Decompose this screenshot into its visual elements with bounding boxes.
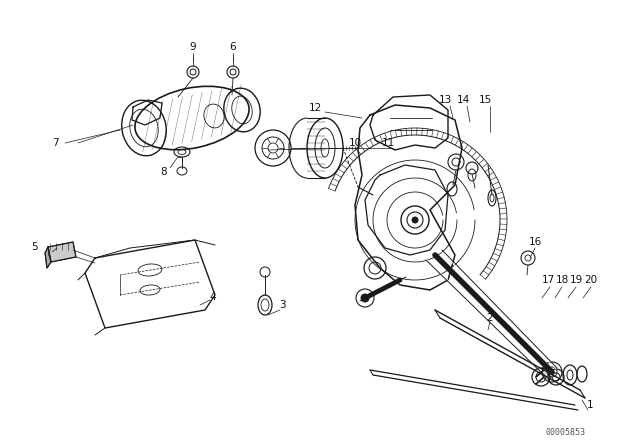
Ellipse shape bbox=[412, 217, 418, 223]
Text: 15: 15 bbox=[478, 95, 492, 105]
Text: 13: 13 bbox=[438, 95, 452, 105]
Text: 12: 12 bbox=[308, 103, 322, 113]
Text: 6: 6 bbox=[230, 42, 236, 52]
Text: 5: 5 bbox=[32, 242, 38, 252]
Text: 10: 10 bbox=[348, 138, 362, 148]
Text: 16: 16 bbox=[529, 237, 541, 247]
Text: 00005853: 00005853 bbox=[545, 427, 585, 436]
Ellipse shape bbox=[361, 294, 369, 302]
Text: 3: 3 bbox=[278, 300, 285, 310]
Text: 14: 14 bbox=[456, 95, 470, 105]
Text: 11: 11 bbox=[381, 138, 395, 148]
Text: 19: 19 bbox=[570, 275, 582, 285]
Text: 4: 4 bbox=[210, 292, 216, 302]
Polygon shape bbox=[48, 242, 76, 262]
Text: 7: 7 bbox=[52, 138, 58, 148]
Text: 9: 9 bbox=[189, 42, 196, 52]
Text: 2: 2 bbox=[486, 313, 493, 323]
Text: 20: 20 bbox=[584, 275, 598, 285]
Text: 1: 1 bbox=[587, 400, 593, 410]
Polygon shape bbox=[45, 247, 51, 268]
Text: 8: 8 bbox=[161, 167, 167, 177]
Text: 18: 18 bbox=[556, 275, 568, 285]
Text: 17: 17 bbox=[541, 275, 555, 285]
